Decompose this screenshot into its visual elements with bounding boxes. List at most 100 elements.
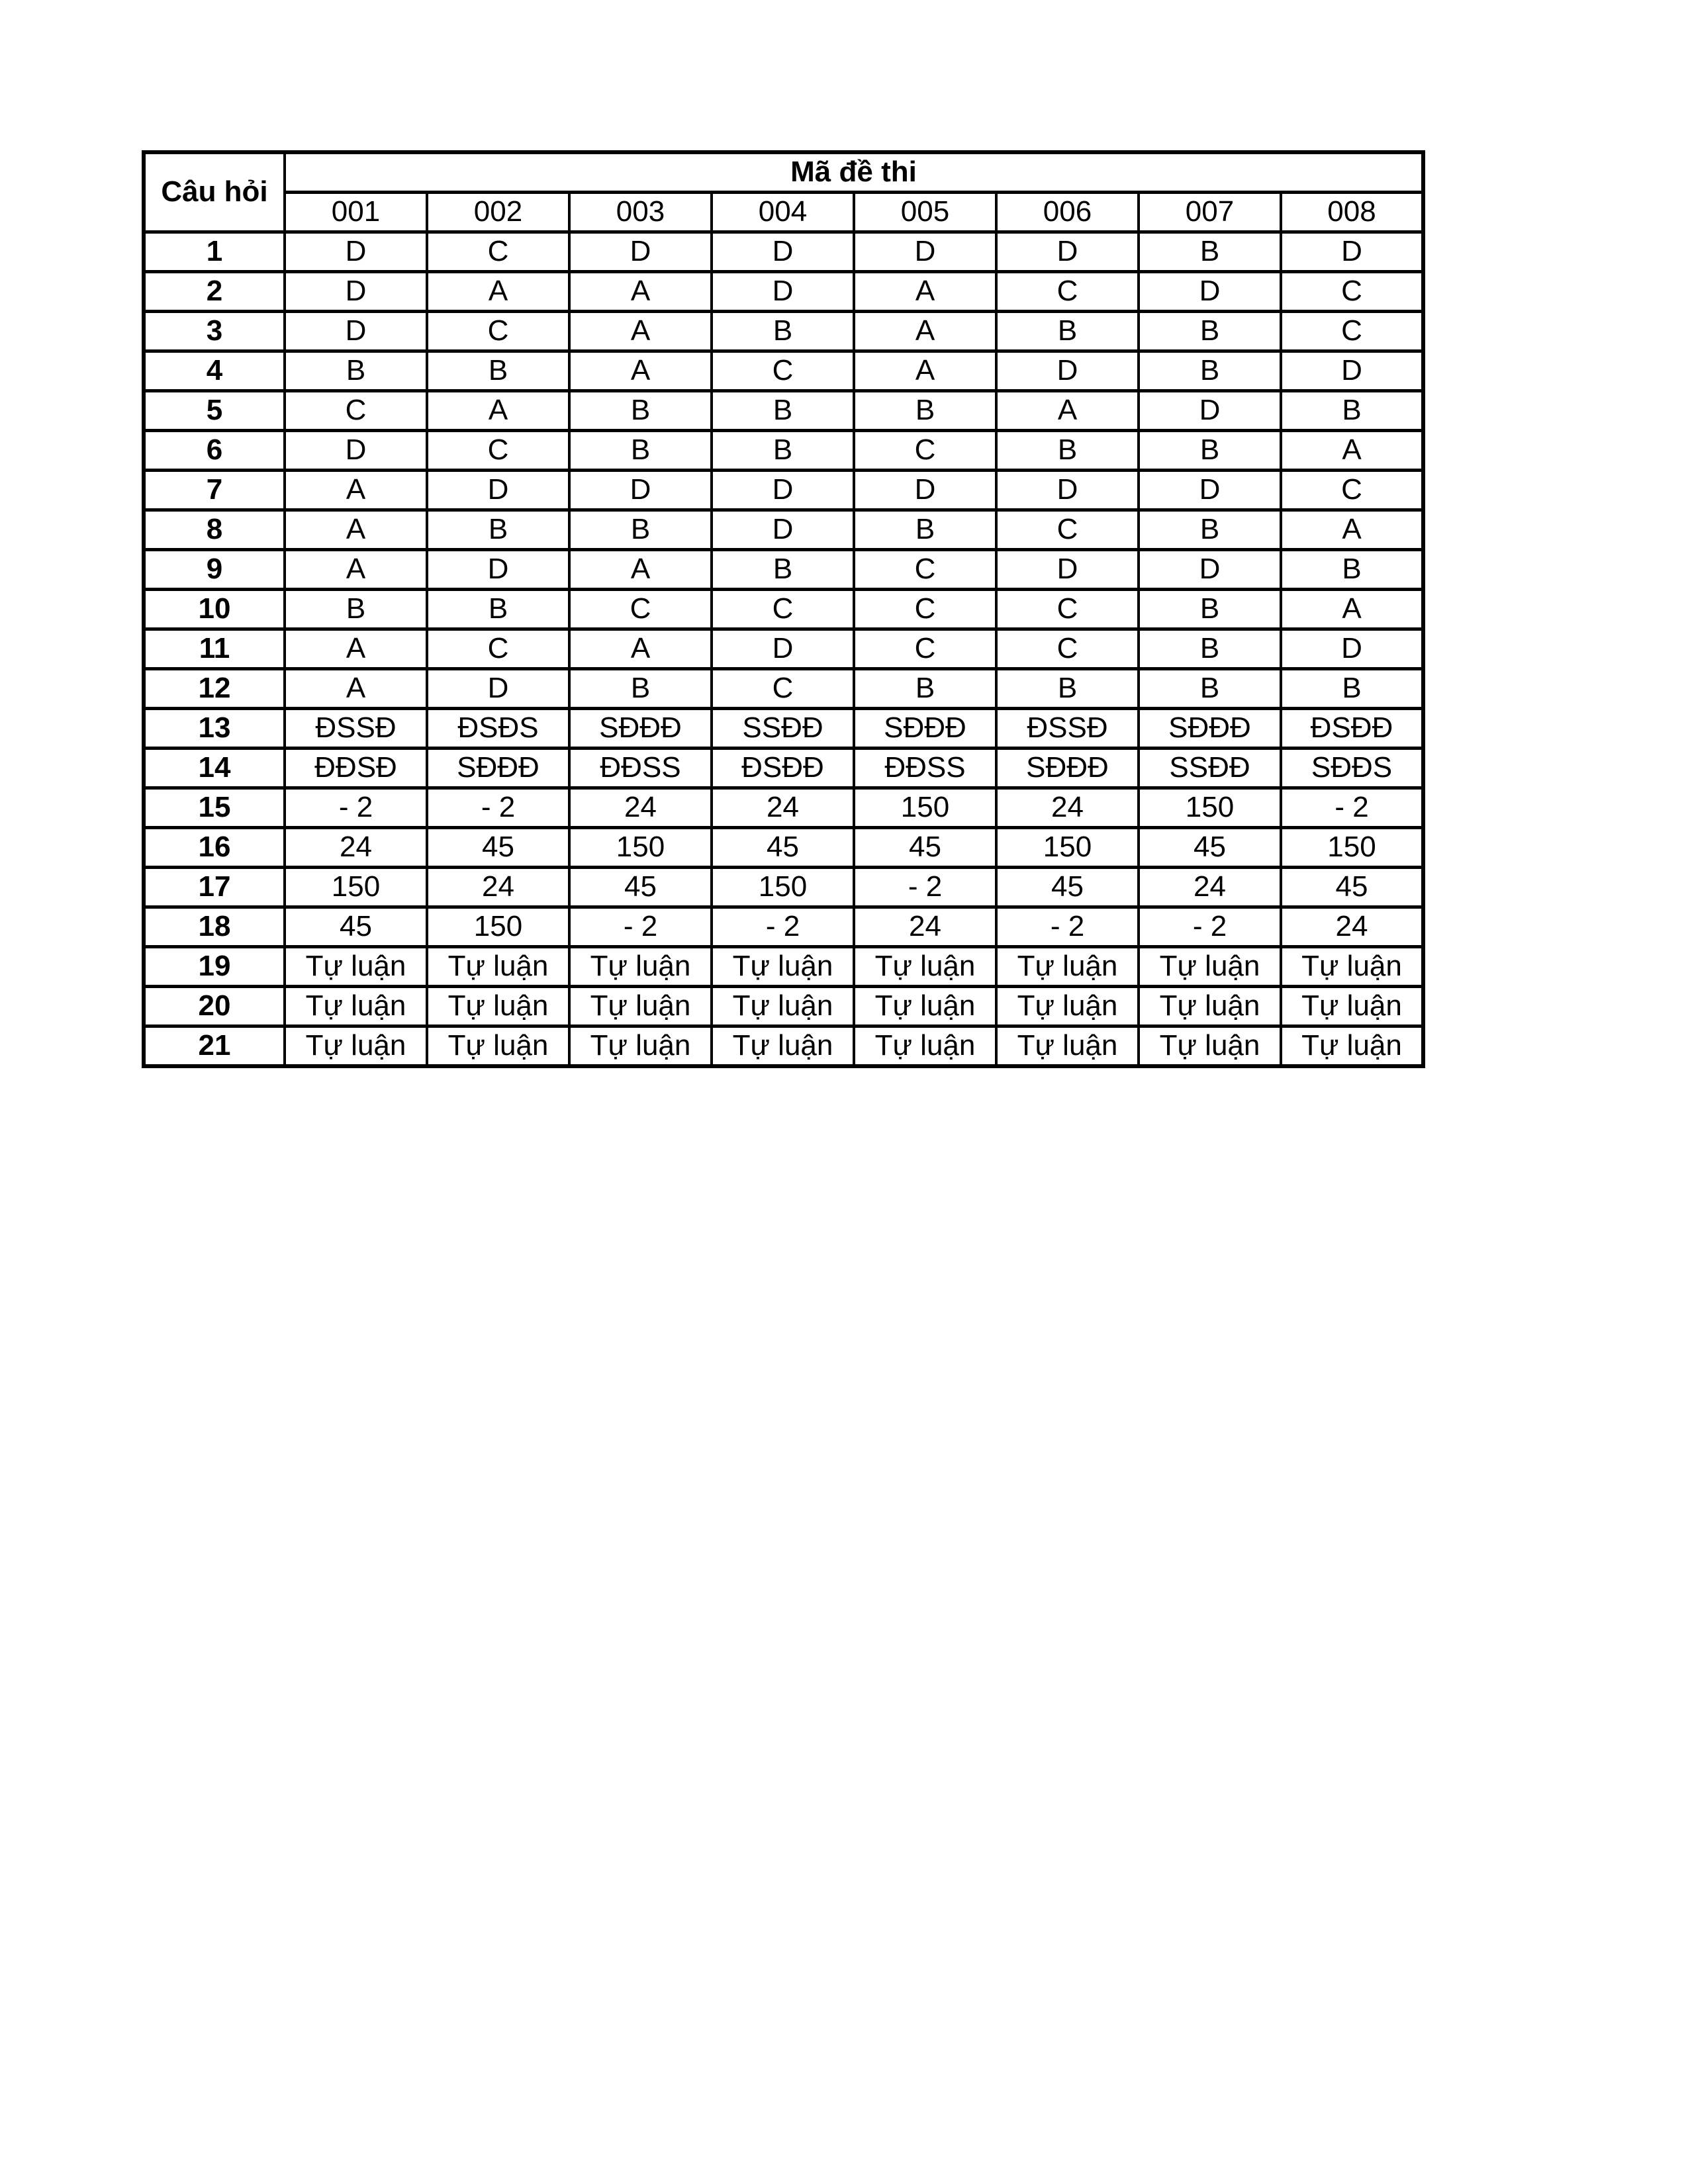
answer-cell: B — [853, 508, 998, 551]
answer-cell: A — [1280, 588, 1425, 631]
answer-cell: 24 — [853, 905, 998, 948]
table-row: 15- 2- 2 24 24 150 24 150- 2 — [142, 786, 1425, 829]
exam-code-header: 008 — [1280, 191, 1425, 234]
answer-cell: A — [568, 349, 713, 392]
answer-cell: - 2 — [568, 905, 713, 948]
answer-cell: B — [995, 310, 1140, 353]
answer-cell: A — [1280, 508, 1425, 551]
question-number-cell: 5 — [142, 389, 286, 432]
answer-cell: 150 — [568, 826, 713, 869]
answer-cell: 45 — [853, 826, 998, 869]
answer-cell: B — [1137, 310, 1282, 353]
answer-cell: B — [1137, 429, 1282, 472]
answer-cell: A — [853, 349, 998, 392]
answer-cell: C — [710, 588, 855, 631]
answer-cell: D — [426, 469, 571, 512]
answer-cell: - 2 — [1280, 786, 1425, 829]
answer-cell: Tự luận — [1280, 985, 1425, 1028]
answer-cell: 45 — [568, 866, 713, 909]
answer-cell: C — [853, 548, 998, 591]
answer-cell: B — [1137, 588, 1282, 631]
answer-cell: C — [710, 349, 855, 392]
exam-code-header: 004 — [710, 191, 855, 234]
table-row: 17 150 24 45 150- 2 45 24 45 — [142, 866, 1425, 909]
answer-cell: 24 — [1280, 905, 1425, 948]
answer-cell: D — [1280, 230, 1425, 273]
table-row: 11 A C A D C C B D — [142, 627, 1425, 670]
answer-cell: ĐSĐĐ — [1280, 707, 1425, 750]
answer-cell: D — [995, 230, 1140, 273]
answer-cell: B — [568, 667, 713, 710]
answer-cell: B — [426, 588, 571, 631]
answer-cell: C — [995, 627, 1140, 670]
answer-cell: B — [1137, 508, 1282, 551]
answer-cell: Tự luận — [568, 985, 713, 1028]
answer-cell: A — [568, 627, 713, 670]
answer-cell: D — [710, 469, 855, 512]
answer-cell: C — [853, 627, 998, 670]
answer-cell: B — [1137, 349, 1282, 392]
answer-cell: Tự luận — [853, 1024, 998, 1068]
answer-cell: A — [568, 310, 713, 353]
answer-cell: D — [426, 548, 571, 591]
table-row: 21 Tự luận Tự luận Tự luận Tự luận Tự luận Tự … — [142, 1024, 1425, 1068]
answer-cell: 150 — [710, 866, 855, 909]
answer-cell: SĐĐĐ — [568, 707, 713, 750]
answer-cell: 24 — [1137, 866, 1282, 909]
answer-cell: 45 — [426, 826, 571, 869]
question-number-cell: 15 — [142, 786, 286, 829]
exam-code-header-row: 001 002 003 004 005 006 007 008 — [144, 191, 1425, 234]
answer-cell: C — [995, 508, 1140, 551]
answer-cell: 150 — [426, 905, 571, 948]
answer-cell: A — [995, 389, 1140, 432]
exam-code-group-header: Mã đề thi — [283, 150, 1425, 194]
question-number-cell: 14 — [142, 747, 286, 790]
answer-cell: ĐĐSS — [853, 747, 998, 790]
answer-cell: D — [710, 230, 855, 273]
answer-cell: A — [283, 469, 428, 512]
question-number-cell: 19 — [142, 945, 286, 988]
answer-cell: D — [1137, 469, 1282, 512]
table-row: 13 ĐSSĐ ĐSĐS SĐĐĐ SSĐĐ SĐĐĐ ĐSSĐ SĐĐĐ ĐSĐĐ — [142, 707, 1425, 750]
answer-cell: 150 — [1137, 786, 1282, 829]
answer-cell: Tự luận — [426, 985, 571, 1028]
answer-cell: 24 — [283, 826, 428, 869]
exam-code-header: 005 — [853, 191, 998, 234]
table-row: 19 Tự luận Tự luận Tự luận Tự luận Tự luận Tự … — [142, 945, 1425, 988]
answer-cell: 150 — [1280, 826, 1425, 869]
answer-cell: B — [283, 349, 428, 392]
question-number-cell: 3 — [142, 310, 286, 353]
answer-cell: Tự luận — [710, 985, 855, 1028]
answer-cell: 45 — [710, 826, 855, 869]
answer-cell: Tự luận — [568, 1024, 713, 1068]
answer-cell: 24 — [426, 866, 571, 909]
question-number-cell: 21 — [142, 1024, 286, 1068]
answer-cell: C — [853, 588, 998, 631]
answer-cell: Tự luận — [283, 1024, 428, 1068]
question-number-cell: 7 — [142, 469, 286, 512]
answer-cell: SĐĐĐ — [426, 747, 571, 790]
answer-cell: SĐĐS — [1280, 747, 1425, 790]
answer-cell: D — [995, 469, 1140, 512]
question-number-cell: 9 — [142, 548, 286, 591]
answer-cell: B — [710, 429, 855, 472]
answer-cell: ĐĐSS — [568, 747, 713, 790]
answer-cell: D — [283, 310, 428, 353]
answer-cell: B — [1137, 230, 1282, 273]
answer-cell: SSĐĐ — [1137, 747, 1282, 790]
answer-cell: - 2 — [1137, 905, 1282, 948]
answer-cell: Tự luận — [283, 945, 428, 988]
answer-cell: A — [853, 310, 998, 353]
answer-cell: C — [1280, 310, 1425, 353]
answer-cell: D — [1137, 389, 1282, 432]
answer-cell: B — [710, 389, 855, 432]
answer-cell: C — [426, 310, 571, 353]
answer-cell: B — [568, 429, 713, 472]
answer-cell: - 2 — [426, 786, 571, 829]
table-row: 20 Tự luận Tự luận Tự luận Tự luận Tự luận Tự … — [142, 985, 1425, 1028]
answer-cell: Tự luận — [1280, 1024, 1425, 1068]
table-row: 12 A D B C B B B B — [142, 667, 1425, 710]
